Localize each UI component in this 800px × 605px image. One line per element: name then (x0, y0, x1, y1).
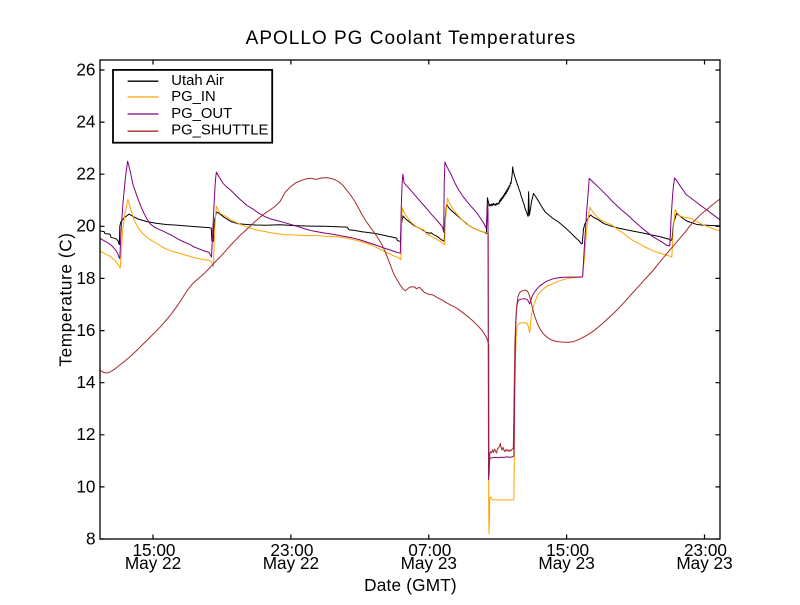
svg-text:12: 12 (76, 424, 95, 444)
svg-text:PG_SHUTTLE: PG_SHUTTLE (171, 122, 268, 138)
svg-text:22: 22 (76, 164, 95, 184)
svg-text:14: 14 (76, 372, 96, 392)
svg-text:15:00: 15:00 (132, 540, 175, 560)
svg-text:May 23: May 23 (401, 553, 457, 573)
svg-text:24: 24 (76, 112, 96, 132)
svg-text:07:00: 07:00 (408, 540, 451, 560)
svg-text:23:00: 23:00 (270, 540, 313, 560)
svg-text:May 22: May 22 (263, 553, 319, 573)
svg-text:23:00: 23:00 (684, 540, 727, 560)
svg-text:May 22: May 22 (125, 553, 181, 573)
svg-text:10: 10 (76, 476, 95, 496)
svg-text:APOLLO PG Coolant Temperatures: APOLLO PG Coolant Temperatures (246, 28, 577, 49)
svg-text:Date (GMT): Date (GMT) (364, 575, 457, 595)
svg-text:8: 8 (86, 528, 96, 548)
svg-text:May 23: May 23 (676, 553, 732, 573)
svg-text:20: 20 (76, 216, 95, 236)
svg-text:PG_IN: PG_IN (171, 89, 215, 105)
svg-text:26: 26 (76, 59, 95, 79)
svg-text:15:00: 15:00 (546, 540, 589, 560)
svg-text:18: 18 (76, 268, 95, 288)
svg-text:PG_OUT: PG_OUT (171, 106, 232, 122)
svg-text:Utah Air: Utah Air (171, 73, 224, 89)
svg-text:May 23: May 23 (538, 553, 594, 573)
svg-text:Temperature (C): Temperature (C) (56, 232, 76, 366)
svg-text:16: 16 (76, 320, 95, 340)
